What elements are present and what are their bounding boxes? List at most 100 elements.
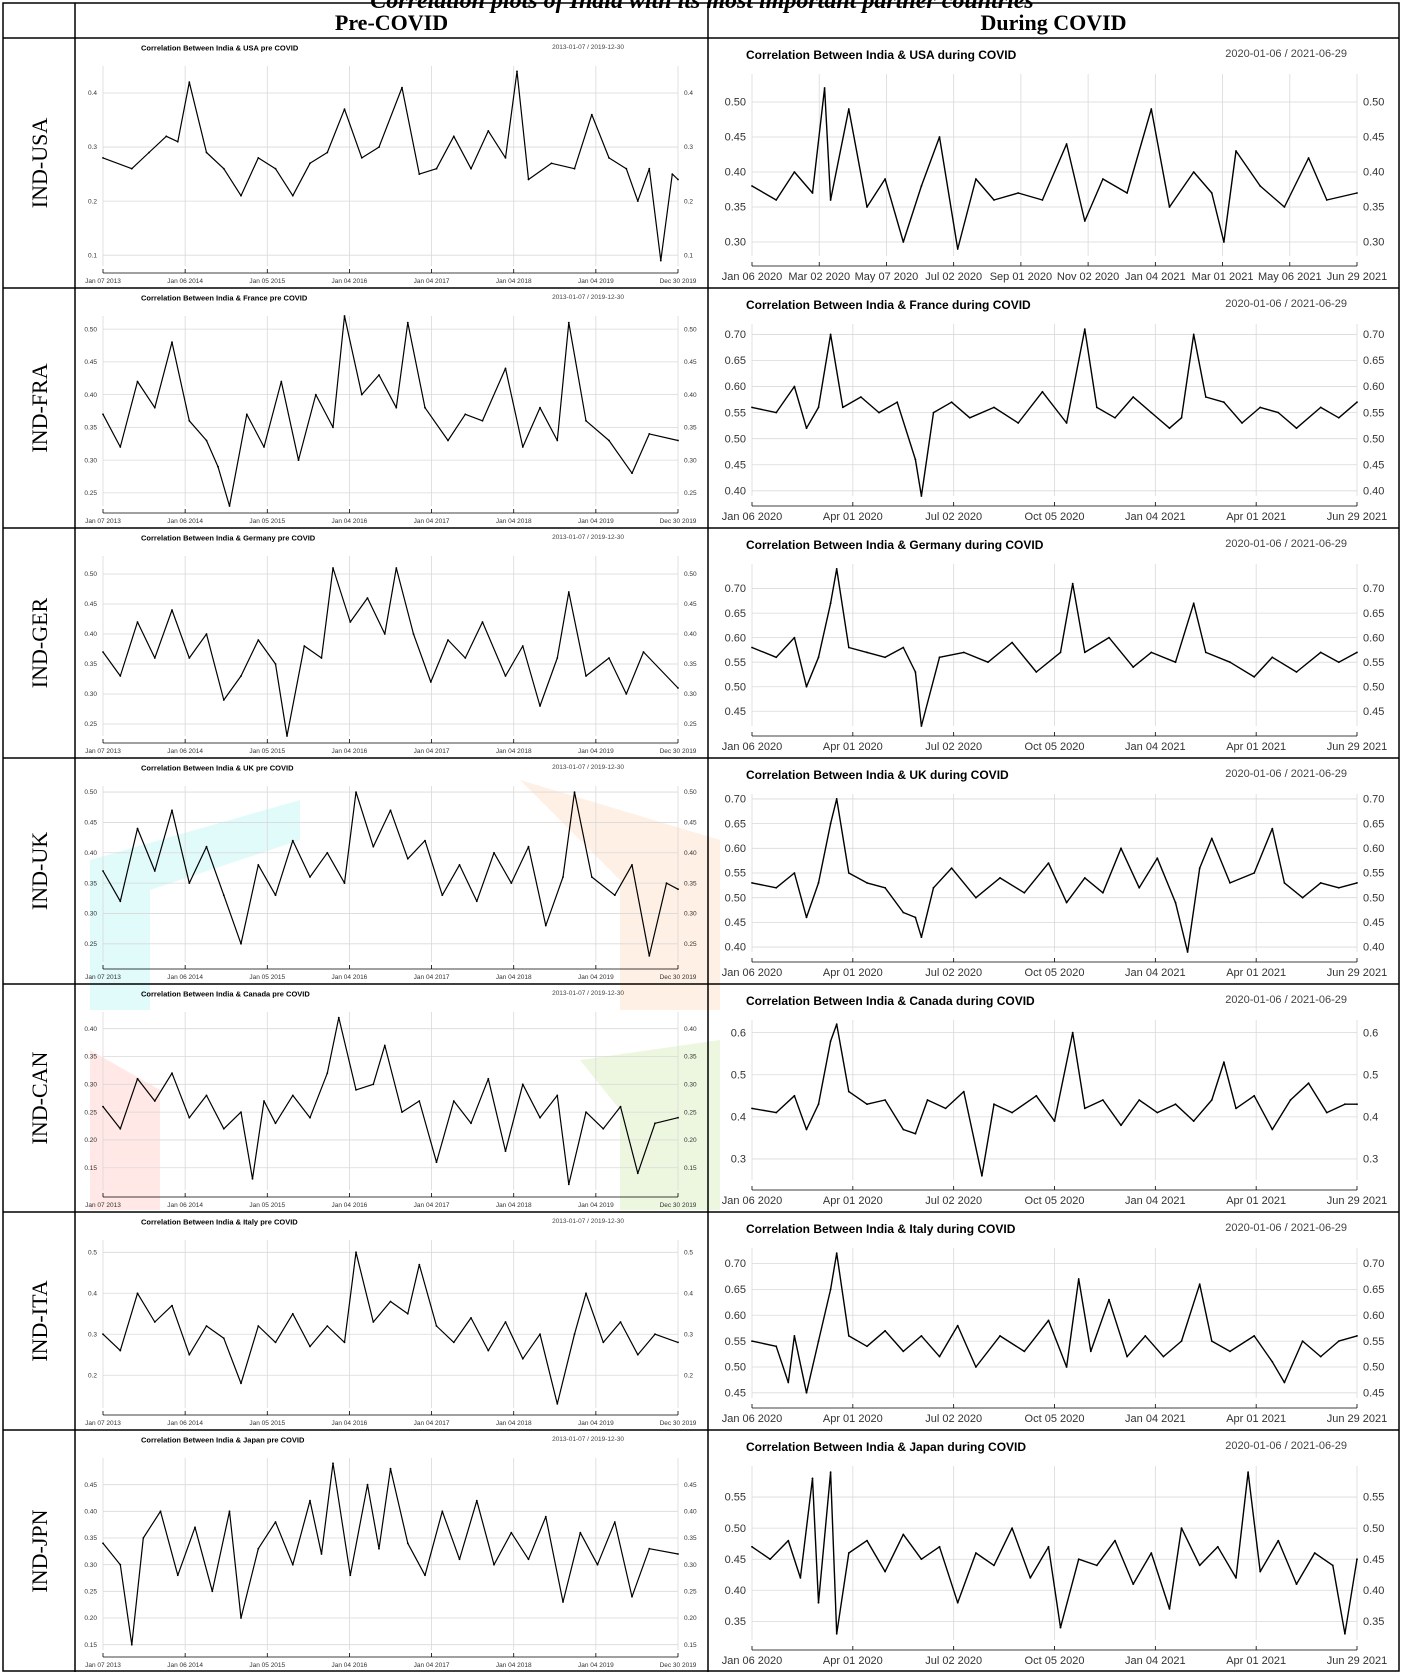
data-point bbox=[817, 1601, 820, 1604]
data-point bbox=[142, 1537, 145, 1539]
data-point bbox=[148, 151, 150, 154]
data-point bbox=[136, 1077, 139, 1080]
data-point bbox=[274, 1122, 277, 1125]
data-point bbox=[811, 1477, 814, 1480]
data-point bbox=[1253, 676, 1256, 678]
data-point bbox=[171, 809, 173, 812]
y-tick-label-left: 0.45 bbox=[84, 1482, 97, 1489]
x-tick-label: Dec 30 2019 bbox=[660, 1662, 697, 1669]
data-point bbox=[829, 1040, 832, 1042]
data-point bbox=[349, 621, 352, 623]
data-point bbox=[636, 1353, 639, 1356]
data-point bbox=[1271, 1360, 1274, 1363]
data-point bbox=[378, 1547, 380, 1550]
chart-date-range: 2013-01-07 / 2019-12-30 bbox=[552, 764, 624, 771]
y-tick-label-left: 0.30 bbox=[84, 691, 97, 698]
y-tick-label-left: 0.70 bbox=[725, 583, 746, 595]
data-point bbox=[274, 663, 277, 665]
data-point bbox=[671, 173, 674, 176]
data-point bbox=[817, 406, 820, 409]
data-point bbox=[1307, 1082, 1310, 1085]
data-point bbox=[602, 1341, 605, 1344]
data-point bbox=[1083, 651, 1086, 654]
data-point bbox=[102, 1333, 104, 1336]
x-tick-label: Jan 04 2021 bbox=[1125, 1413, 1186, 1425]
x-tick-label: Jan 05 2015 bbox=[249, 1420, 285, 1427]
data-point bbox=[527, 178, 530, 181]
x-tick-label: Jan 06 2020 bbox=[722, 741, 783, 753]
y-tick-label-left: 0.40 bbox=[84, 392, 97, 399]
data-point bbox=[171, 1072, 173, 1075]
y-tick-label-right: 0.60 bbox=[1363, 632, 1384, 644]
y-tick-label-right: 0.25 bbox=[684, 941, 697, 948]
x-tick-label: Jan 07 2013 bbox=[85, 518, 121, 525]
data-point bbox=[920, 185, 923, 187]
data-point bbox=[677, 178, 679, 181]
y-tick-label-left: 0.50 bbox=[84, 326, 97, 333]
x-tick-label: Jan 05 2015 bbox=[249, 974, 285, 981]
y-tick-label-right: 0.4 bbox=[684, 1290, 693, 1297]
y-tick-label-right: 0.60 bbox=[1363, 381, 1384, 393]
data-point bbox=[119, 446, 122, 448]
data-point bbox=[1132, 1583, 1135, 1585]
data-point bbox=[355, 1089, 357, 1091]
data-point bbox=[573, 167, 576, 170]
y-tick-label-left: 0.15 bbox=[84, 1165, 97, 1172]
y-tick-label-left: 0.30 bbox=[84, 1081, 97, 1088]
data-point bbox=[1295, 427, 1298, 430]
data-point bbox=[884, 886, 886, 889]
data-point bbox=[1120, 1124, 1122, 1127]
data-point bbox=[257, 157, 260, 159]
y-tick-label-right: 0.5 bbox=[1363, 1069, 1378, 1081]
x-tick-label: Jan 06 2014 bbox=[167, 518, 203, 525]
data-point bbox=[1204, 651, 1207, 654]
data-point bbox=[153, 1100, 156, 1102]
data-point bbox=[1356, 651, 1358, 654]
y-tick-label-left: 0.45 bbox=[725, 1554, 746, 1566]
data-point bbox=[136, 827, 139, 830]
y-tick-label-right: 0.65 bbox=[1363, 608, 1384, 620]
data-point bbox=[481, 621, 484, 623]
data-point bbox=[608, 439, 610, 442]
data-point bbox=[418, 1100, 421, 1102]
x-tick-label: Apr 01 2020 bbox=[823, 741, 883, 753]
data-point bbox=[896, 401, 899, 404]
y-tick-label-left: 0.30 bbox=[84, 457, 97, 464]
data-point bbox=[1229, 882, 1231, 884]
data-point bbox=[847, 646, 850, 649]
data-point bbox=[1271, 1128, 1274, 1131]
y-tick-label-left: 0.55 bbox=[725, 1492, 746, 1504]
data-point bbox=[677, 1116, 679, 1119]
data-point bbox=[481, 419, 484, 422]
x-tick-label: Jun 29 2021 bbox=[1327, 511, 1388, 523]
chart-title: Correlation Between India & Japan during… bbox=[746, 1440, 1026, 1454]
x-tick-label: Jan 04 2017 bbox=[414, 518, 450, 525]
data-point bbox=[590, 113, 593, 116]
y-tick-label-left: 0.40 bbox=[84, 850, 97, 857]
data-point bbox=[1319, 406, 1322, 409]
y-tick-label-left: 0.45 bbox=[84, 359, 97, 366]
y-tick-label-right: 0.55 bbox=[1363, 1492, 1384, 1504]
data-point bbox=[521, 446, 524, 448]
y-tick-label-left: 0.20 bbox=[84, 1615, 97, 1622]
x-tick-label: Jan 06 2020 bbox=[722, 967, 783, 979]
y-tick-label-left: 0.55 bbox=[725, 1336, 746, 1348]
x-tick-label: Apr 01 2020 bbox=[823, 511, 883, 523]
table-row: IND-USA Correlation Between India & USA p… bbox=[27, 44, 1387, 285]
data-point bbox=[1192, 333, 1195, 336]
row-label: IND-FRA bbox=[27, 363, 52, 452]
data-point bbox=[1114, 416, 1116, 419]
y-tick-label-right: 0.45 bbox=[1363, 1387, 1384, 1399]
y-tick-label-right: 0.50 bbox=[684, 571, 697, 578]
y-tick-label-right: 0.25 bbox=[684, 721, 697, 728]
data-point bbox=[866, 1103, 868, 1106]
y-tick-label-left: 0.45 bbox=[725, 706, 746, 718]
y-tick-label-left: 0.40 bbox=[84, 631, 97, 638]
row-label: IND-GER bbox=[27, 597, 52, 688]
y-tick-label-right: 0.60 bbox=[1363, 1310, 1384, 1322]
data-point bbox=[1241, 422, 1243, 424]
data-point bbox=[1029, 1577, 1032, 1579]
chart-date-range: 2020-01-06 / 2021-06-29 bbox=[1225, 1222, 1347, 1234]
data-point bbox=[1047, 1319, 1050, 1322]
x-tick-label: Jan 07 2013 bbox=[85, 1662, 121, 1669]
